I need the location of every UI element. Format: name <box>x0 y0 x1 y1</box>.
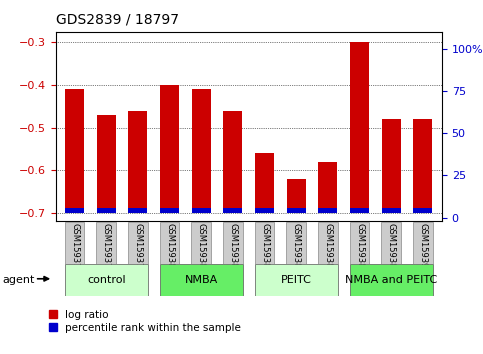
Bar <box>382 208 401 213</box>
Bar <box>286 222 306 264</box>
Bar <box>65 222 85 264</box>
Bar <box>255 153 274 213</box>
Bar <box>318 222 338 264</box>
Text: GSM159383: GSM159383 <box>197 223 206 274</box>
Text: control: control <box>87 275 126 285</box>
Text: GSM159385: GSM159385 <box>260 223 269 274</box>
Text: GSM159387: GSM159387 <box>324 223 332 274</box>
Bar <box>128 208 147 213</box>
Text: GSM159388: GSM159388 <box>355 223 364 274</box>
Bar <box>318 162 338 213</box>
Bar <box>65 264 148 296</box>
Text: GSM159381: GSM159381 <box>165 223 174 274</box>
Bar <box>191 222 211 264</box>
Legend: log ratio, percentile rank within the sample: log ratio, percentile rank within the sa… <box>49 310 241 333</box>
Text: NMBA and PEITC: NMBA and PEITC <box>345 275 438 285</box>
Bar <box>128 110 147 213</box>
Text: GSM159389: GSM159389 <box>387 223 396 274</box>
Bar <box>255 222 274 264</box>
Bar <box>192 208 211 213</box>
Bar <box>255 208 274 213</box>
Text: GSM159378: GSM159378 <box>133 223 142 274</box>
Bar <box>97 222 116 264</box>
Bar <box>350 42 369 213</box>
Bar <box>255 264 338 296</box>
Bar <box>413 222 433 264</box>
Text: agent: agent <box>2 275 35 285</box>
Text: PEITC: PEITC <box>281 275 312 285</box>
Bar <box>65 89 84 213</box>
Text: NMBA: NMBA <box>185 275 218 285</box>
Bar <box>413 208 432 213</box>
Bar <box>160 264 243 296</box>
Bar <box>128 222 148 264</box>
Bar <box>287 179 306 213</box>
Bar <box>192 89 211 213</box>
Bar <box>382 222 401 264</box>
Bar <box>382 119 401 213</box>
Bar <box>224 208 242 213</box>
Text: GSM159376: GSM159376 <box>70 223 79 274</box>
Bar <box>97 115 116 213</box>
Bar <box>350 264 433 296</box>
Text: GSM159377: GSM159377 <box>102 223 111 274</box>
Bar <box>318 208 338 213</box>
Text: GSM159384: GSM159384 <box>228 223 238 274</box>
Bar <box>350 208 369 213</box>
Bar <box>287 208 306 213</box>
Bar <box>413 119 432 213</box>
Text: GSM159386: GSM159386 <box>292 223 301 274</box>
Bar <box>160 85 179 213</box>
Bar <box>224 110 242 213</box>
Text: GDS2839 / 18797: GDS2839 / 18797 <box>56 12 179 27</box>
Bar <box>350 222 369 264</box>
Bar <box>160 222 179 264</box>
Bar <box>65 208 84 213</box>
Bar <box>223 222 243 264</box>
Text: GSM159390: GSM159390 <box>418 223 427 274</box>
Bar <box>160 208 179 213</box>
Bar <box>97 208 116 213</box>
